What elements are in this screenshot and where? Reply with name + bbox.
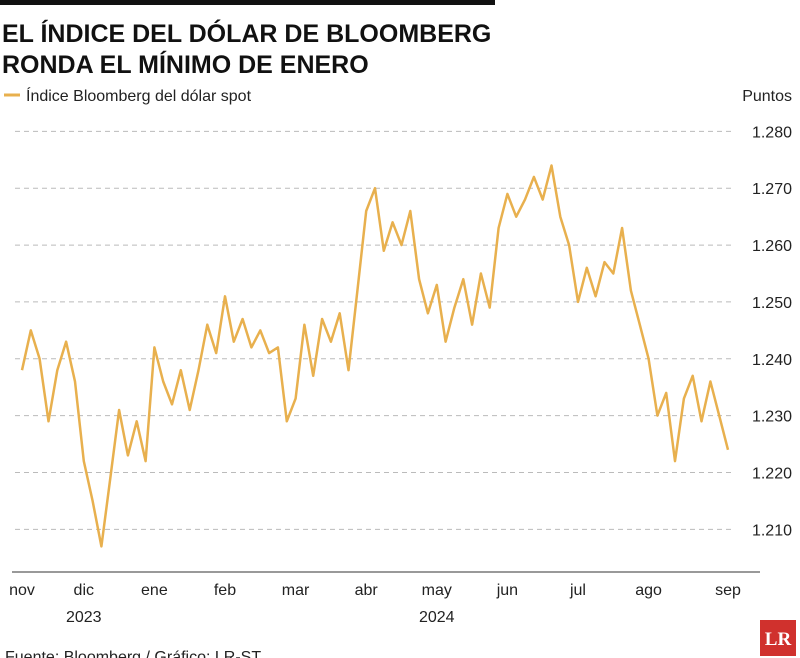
x-tick-label: abr — [355, 582, 379, 599]
x-tick-label: may — [422, 582, 452, 599]
source: Fuente: Bloomberg / Gráfico: LR-ST — [5, 649, 261, 658]
chart-title: EL ÍNDICE DEL DÓLAR DE BLOOMBERG — [2, 18, 491, 48]
y-tick-label: 1.260 — [752, 238, 792, 255]
x-tick-label: ene — [141, 582, 168, 599]
x-tick-label: ago — [635, 582, 662, 599]
x-tick-label: jun — [496, 582, 518, 599]
logo-box — [760, 620, 796, 656]
x-tick-label: mar — [282, 582, 310, 599]
logo: LR — [765, 629, 792, 650]
top-bar — [0, 0, 495, 5]
x-tick-label: nov — [9, 582, 35, 599]
y-tick-label: 1.270 — [752, 181, 792, 198]
y-tick-label: 1.210 — [752, 522, 792, 539]
y-axis-label: Puntos — [742, 88, 792, 105]
x-tick-label: feb — [214, 582, 236, 599]
x-tick-label: jul — [569, 582, 586, 599]
x-tick-label: sep — [715, 582, 741, 599]
y-tick-label: 1.220 — [752, 466, 792, 483]
y-tick-label: 1.230 — [752, 409, 792, 426]
y-tick-label: 1.280 — [752, 124, 792, 141]
y-tick-label: 1.240 — [752, 352, 792, 369]
line — [20, 164, 730, 548]
y-tick-label: 1.250 — [752, 295, 792, 312]
x-tick-label: dic — [74, 582, 94, 599]
x-year-label: 2023 — [66, 609, 102, 626]
chart-title: RONDA EL MÍNIMO DE ENERO — [2, 50, 369, 79]
x-year-label: 2024 — [419, 609, 455, 626]
legend-label: Índice Bloomberg del dólar spot — [26, 86, 252, 105]
